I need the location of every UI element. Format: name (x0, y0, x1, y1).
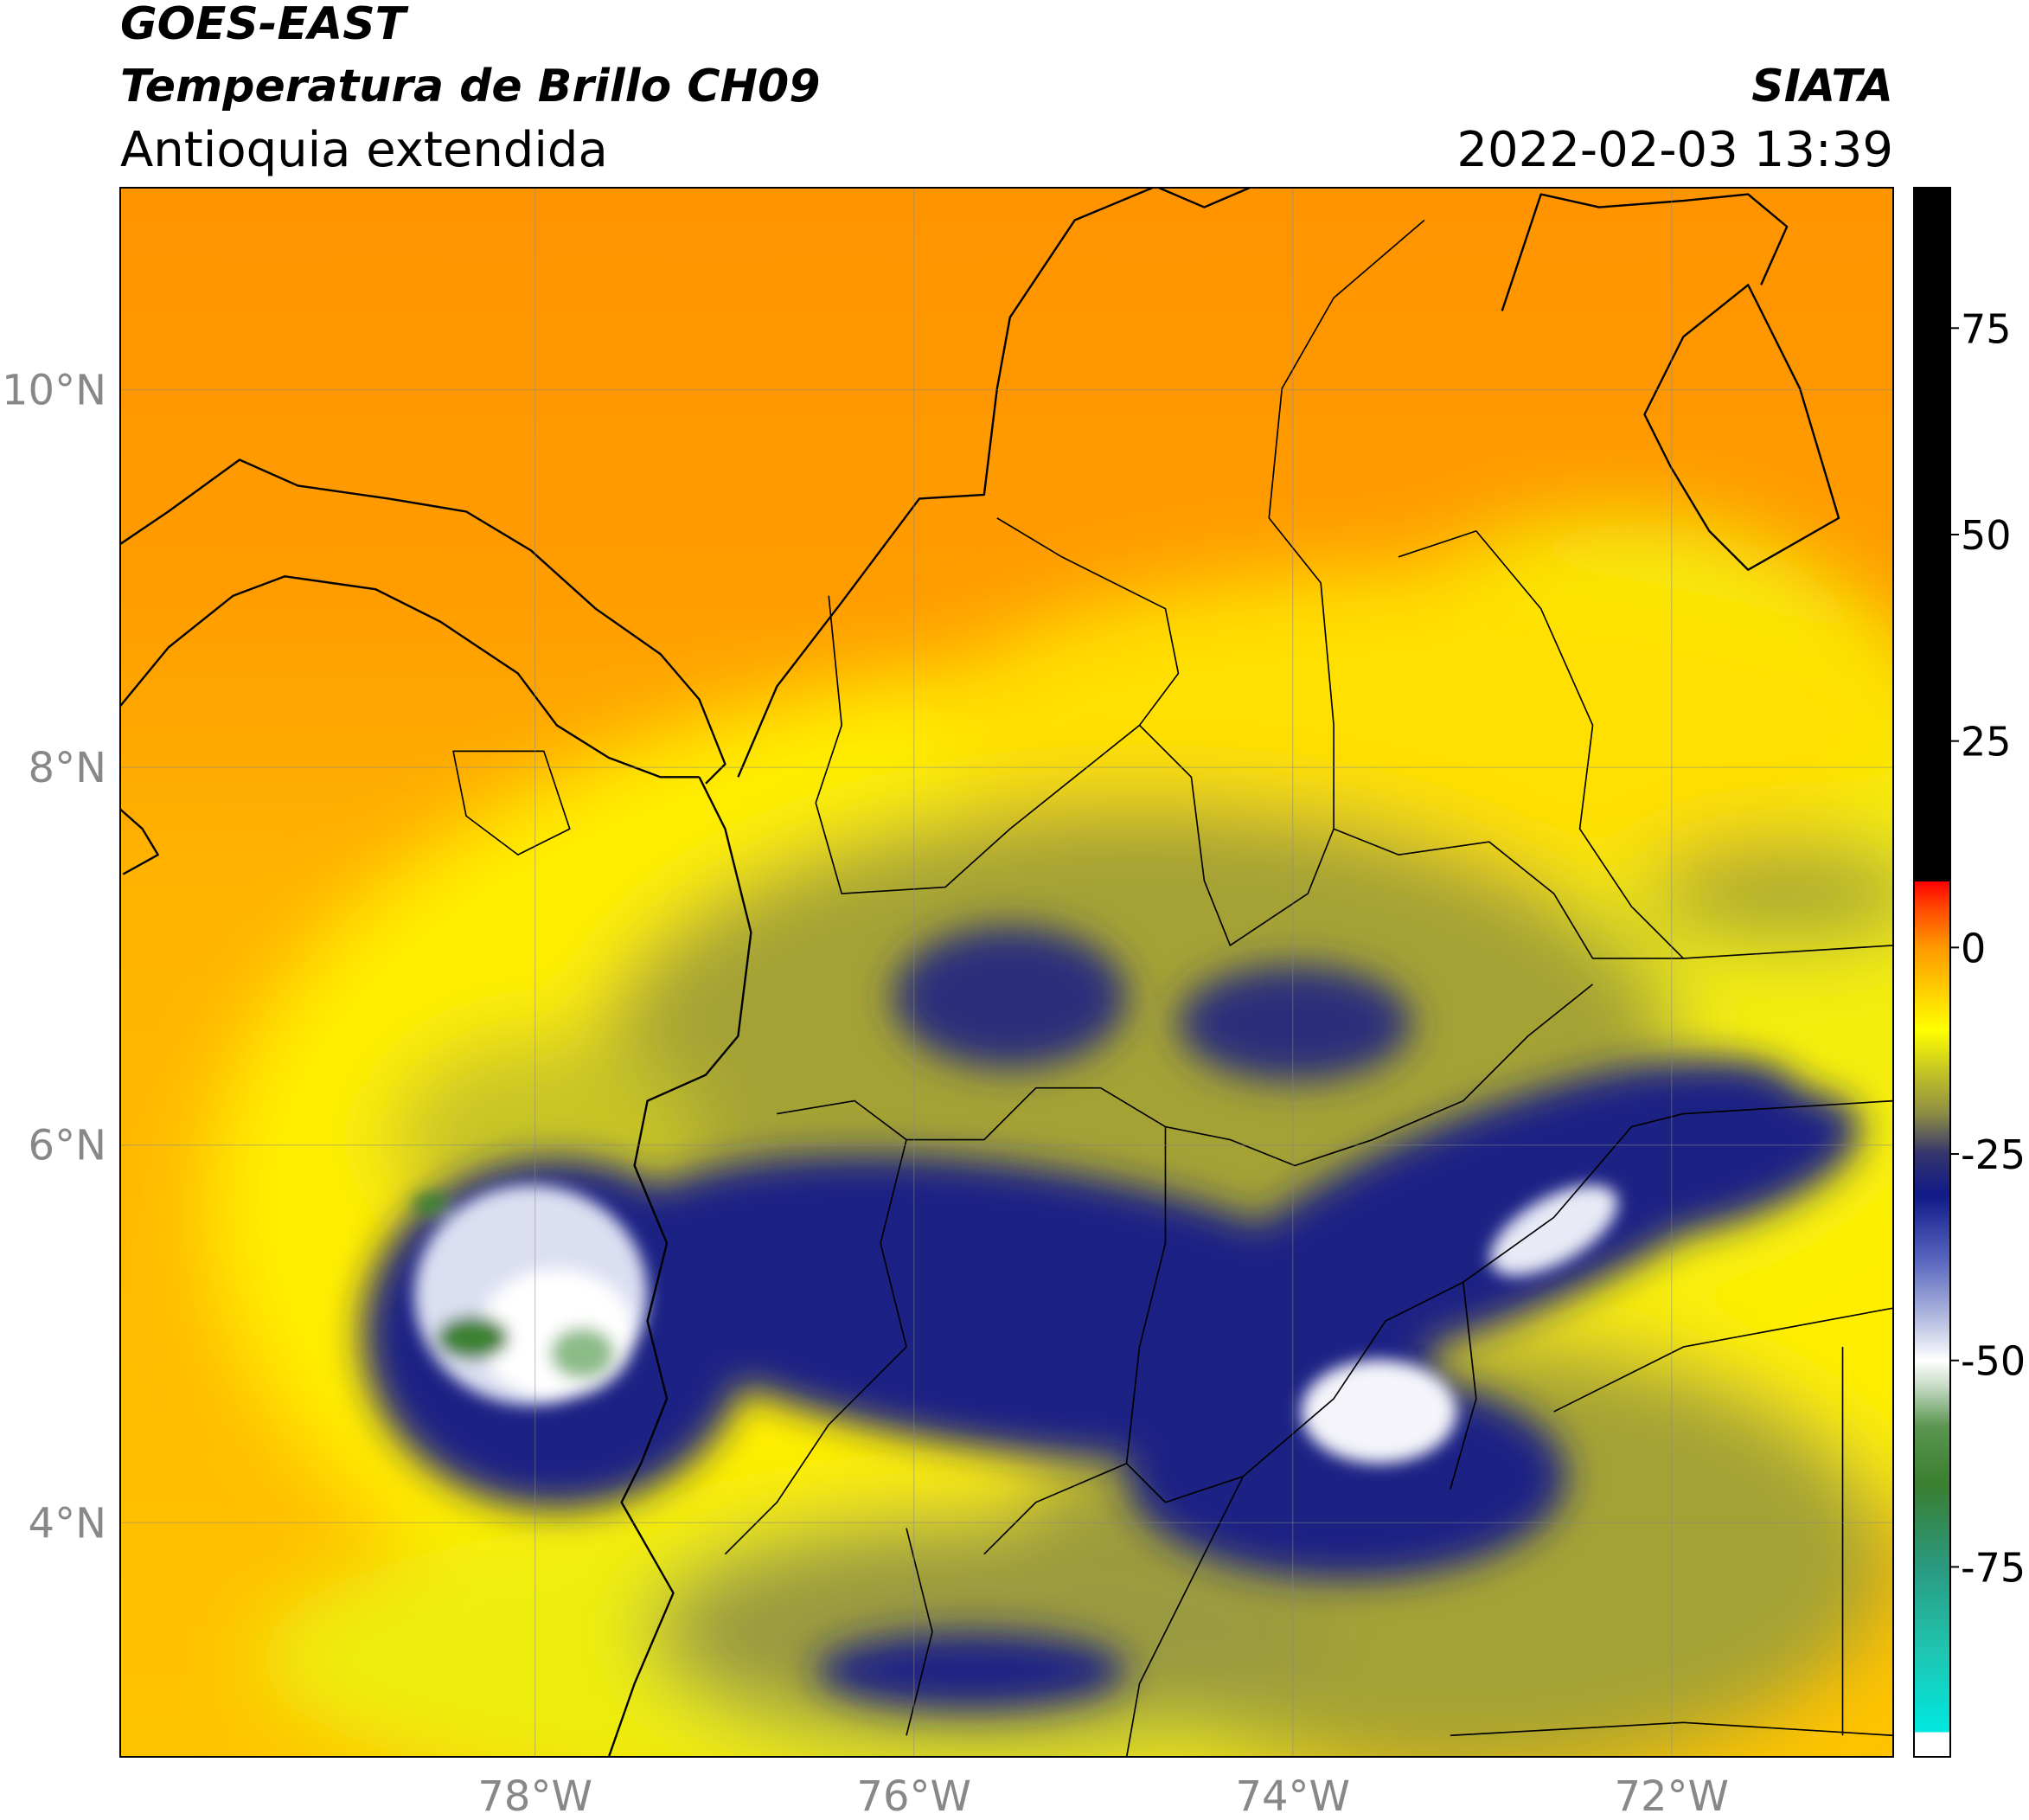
region: Antioquia extendida (120, 122, 608, 178)
colorbar-tick-label: -50 (1961, 1338, 2026, 1385)
subtitle: Temperatura de Brillo CH09 (120, 61, 820, 112)
y-tick-label: 8°N (29, 744, 106, 792)
map-imagery (120, 188, 1893, 1758)
x-tick-label: 74°W (1235, 1772, 1350, 1817)
grid (120, 188, 1893, 1757)
colorbar-tick-label: 50 (1961, 512, 2012, 559)
colorbar-tick-label: -25 (1961, 1131, 2026, 1178)
colorbar-tick-label: 75 (1961, 305, 2012, 352)
x-tick-label: 72°W (1614, 1772, 1729, 1817)
colorbar-tick-label: 0 (1961, 925, 1986, 971)
x-tick-label: 76°W (856, 1772, 971, 1817)
source: SIATA (1751, 61, 1893, 112)
title: GOES-EAST (120, 0, 409, 50)
colorbar-tick-label: -75 (1961, 1544, 2026, 1591)
x-tick-label: 78°W (477, 1772, 592, 1817)
y-tick-label: 10°N (2, 367, 106, 415)
map-frame (119, 187, 1894, 1758)
y-tick-label: 6°N (29, 1122, 106, 1170)
y-tick-label: 4°N (29, 1499, 106, 1548)
colorbar (1913, 187, 1951, 1758)
colorbar-tick-label: 25 (1961, 719, 2012, 766)
datetime: 2022-02-03 13:39 (1456, 122, 1893, 178)
